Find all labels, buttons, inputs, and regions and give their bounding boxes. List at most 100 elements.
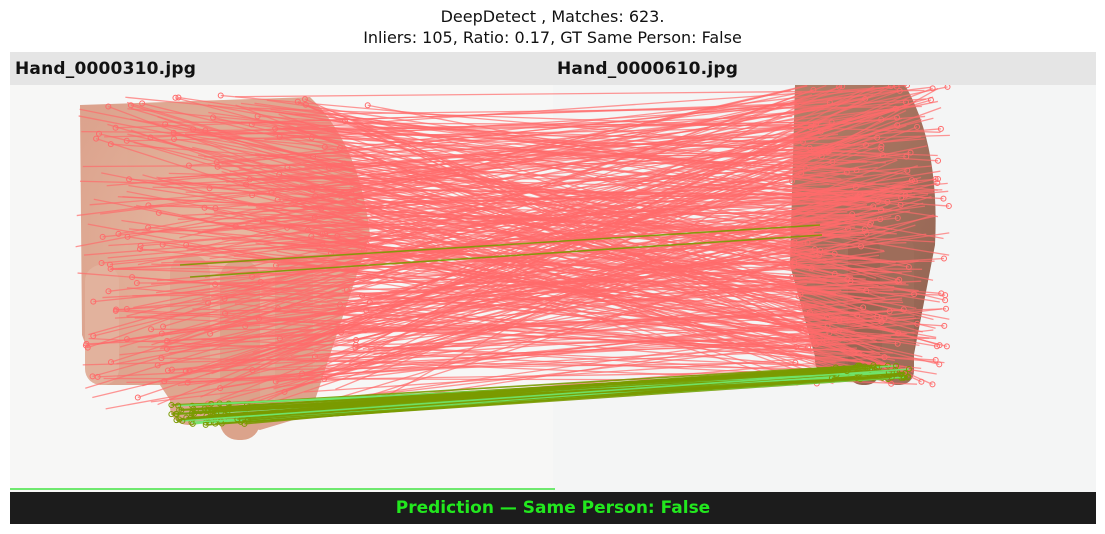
match-keypoint	[894, 340, 901, 347]
match-keypoint	[812, 341, 819, 348]
inlier-match-line	[228, 364, 860, 405]
inlier-match-line	[205, 373, 902, 426]
outlier-match-line	[205, 123, 816, 132]
match-keypoint	[945, 203, 952, 210]
match-keypoint	[139, 100, 146, 107]
outlier-match-line	[314, 193, 929, 317]
outlier-match-line	[127, 316, 893, 354]
match-keypoint	[217, 385, 224, 392]
outlier-match-line	[192, 308, 826, 332]
match-keypoint	[818, 153, 825, 160]
match-keypoint	[797, 291, 804, 298]
match-figure: Hand_0000310.jpg Hand_0000610.jpg	[10, 52, 1096, 524]
inlier-keypoint	[179, 417, 186, 424]
outlier-match-line	[83, 193, 854, 256]
match-keypoint	[137, 242, 144, 249]
outlier-match-line	[263, 223, 841, 245]
match-keypoint	[182, 368, 189, 375]
match-keypoint	[828, 119, 835, 126]
inlier-match-line	[189, 234, 823, 278]
match-keypoint	[160, 323, 167, 330]
match-keypoint	[810, 86, 817, 93]
match-keypoint	[941, 322, 948, 329]
match-keypoint	[942, 297, 949, 304]
outlier-match-line	[220, 135, 862, 170]
match-keypoint	[106, 261, 113, 268]
outlier-match-line	[348, 85, 875, 365]
match-keypoint	[190, 126, 197, 133]
left-finger-4	[85, 265, 119, 385]
outlier-match-line	[309, 106, 903, 285]
outlier-match-line	[107, 123, 829, 336]
left-image-filename: Hand_0000310.jpg	[15, 59, 197, 79]
outlier-match-line	[275, 121, 832, 130]
inlier-match-line	[210, 369, 871, 413]
outlier-match-line	[129, 178, 870, 226]
inlier-match-line	[182, 368, 910, 422]
match-keypoint	[937, 125, 944, 132]
outlier-match-line	[126, 252, 835, 340]
outlier-match-line	[361, 189, 943, 205]
match-keypoint	[793, 343, 800, 350]
outlier-match-line	[355, 293, 801, 346]
match-keypoint	[894, 114, 901, 121]
match-keypoint	[136, 246, 143, 253]
outlier-match-line	[152, 186, 808, 196]
match-keypoint	[184, 379, 191, 386]
match-keypoint	[887, 85, 894, 90]
inlier-match-lines	[168, 224, 912, 428]
figure-title: DeepDetect , Matches: 623.	[440, 7, 665, 26]
match-keypoint	[115, 230, 122, 237]
match-keypoint	[171, 136, 178, 143]
outlier-match-line	[157, 96, 902, 406]
outlier-match-line	[292, 85, 808, 206]
match-keypoint	[929, 381, 936, 388]
outlier-match-line	[204, 213, 842, 311]
match-keypoint	[90, 332, 97, 339]
prediction-label: Prediction — Same Person: False	[395, 498, 711, 518]
match-keypoint	[108, 359, 115, 366]
outlier-match-line	[351, 344, 847, 375]
match-keypoint	[878, 142, 885, 149]
match-keypoint	[364, 102, 371, 109]
outlier-match-line	[204, 207, 797, 348]
right-image-filename: Hand_0000610.jpg	[557, 59, 739, 79]
outlier-match-line	[121, 219, 907, 335]
match-keypoint	[133, 279, 140, 286]
outlier-match-line	[173, 138, 909, 268]
match-keypoint	[941, 255, 948, 262]
outlier-match-line	[277, 221, 871, 309]
match-keypoint	[904, 85, 911, 89]
outlier-match-line	[220, 94, 907, 158]
image-pair-canvas	[10, 85, 1096, 492]
match-keypoint	[911, 178, 918, 185]
outlier-match-line	[370, 214, 834, 385]
match-keypoint	[168, 366, 175, 373]
match-keypoint	[105, 288, 112, 295]
match-keypoint	[275, 305, 282, 312]
match-keypoint	[163, 345, 170, 352]
outlier-match-line	[184, 133, 932, 199]
inlier-match-line	[179, 224, 821, 266]
match-keypoint	[938, 290, 945, 297]
outlier-match-line	[270, 108, 929, 195]
match-keypoint	[201, 204, 208, 211]
match-keypoint	[311, 214, 318, 221]
match-keypoint	[301, 96, 308, 103]
inlier-keypoint	[175, 402, 182, 409]
match-keypoint	[246, 176, 253, 183]
match-keypoint	[904, 167, 911, 174]
outlier-match-line	[290, 317, 921, 357]
match-keypoint	[935, 157, 942, 164]
outlier-match-line	[201, 338, 905, 371]
match-keypoint	[113, 306, 120, 313]
match-keypoint	[93, 135, 100, 142]
match-keypoint	[940, 195, 947, 202]
match-keypoint	[134, 394, 141, 401]
match-keypoint	[206, 185, 213, 192]
outlier-match-line	[126, 287, 945, 364]
match-keypoint	[807, 124, 814, 131]
outlier-match-line	[245, 224, 837, 345]
match-keypoint	[918, 378, 925, 385]
match-keypoint	[907, 149, 914, 156]
